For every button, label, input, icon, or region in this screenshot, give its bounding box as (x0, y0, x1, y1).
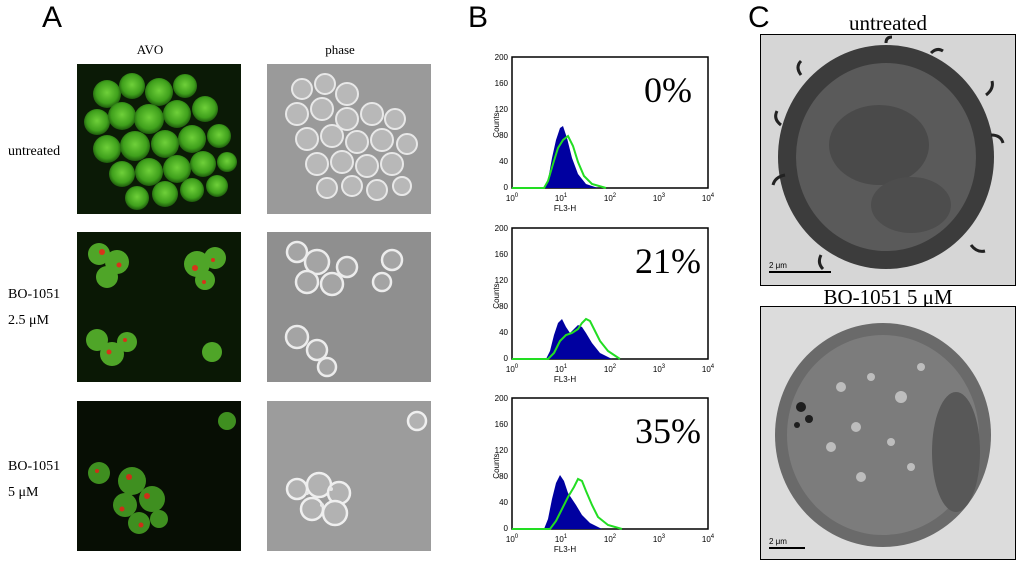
y-tick-labels: 0 40 80 120 160 200 (495, 394, 509, 533)
scale-bar-bo1051-5: 2 μm (769, 537, 809, 551)
phase-image-bo1051-2-5 (267, 232, 431, 382)
svg-text:40: 40 (499, 328, 508, 337)
svg-text:104: 104 (702, 534, 715, 544)
y-tick-labels: 0 40 80 120 160 200 (495, 53, 509, 192)
svg-text:200: 200 (495, 53, 509, 62)
svg-text:103: 103 (653, 534, 666, 544)
svg-text:0: 0 (504, 183, 509, 192)
x-tick-labels: 100 101 102 103 104 (506, 193, 715, 203)
svg-text:102: 102 (604, 364, 617, 374)
panel-b-letter: B (468, 1, 489, 34)
svg-text:120: 120 (495, 276, 509, 285)
column-header-phase: phase (325, 42, 355, 57)
phase-image-bo1051-5 (267, 401, 431, 551)
panel-a-letter: A (42, 1, 63, 34)
svg-text:100: 100 (506, 364, 519, 374)
svg-text:120: 120 (495, 446, 509, 455)
percent-label: 0% (644, 70, 692, 110)
panel-c-letter: C (748, 1, 770, 34)
outline-histogram (512, 317, 621, 360)
avo-image-bo1051-2-5 (77, 232, 241, 382)
svg-text:200: 200 (495, 224, 509, 233)
x-axis-label: FL3-H (554, 545, 576, 554)
svg-text:200: 200 (495, 394, 509, 403)
svg-text:104: 104 (702, 193, 715, 203)
phase-image-untreated (267, 64, 431, 214)
svg-text:80: 80 (499, 302, 508, 311)
svg-text:103: 103 (653, 193, 666, 203)
svg-text:40: 40 (499, 498, 508, 507)
flow-histogram-21: 0 40 80 120 160 200 Counts 100 101 102 1… (468, 211, 730, 389)
avo-image-bo1051-5 (77, 401, 241, 551)
svg-text:103: 103 (653, 364, 666, 374)
svg-text:101: 101 (555, 364, 568, 374)
em-image-untreated: 2 μm (760, 34, 1016, 286)
svg-text:40: 40 (499, 157, 508, 166)
x-tick-labels: 100 101 102 103 104 (506, 364, 715, 374)
y-axis-label: Counts (492, 112, 501, 137)
svg-text:80: 80 (499, 472, 508, 481)
svg-text:102: 102 (604, 534, 617, 544)
x-axis-label: FL3-H (554, 204, 576, 213)
column-header-avo: AVO (136, 42, 164, 57)
y-tick-labels: 0 40 80 120 160 200 (495, 224, 509, 363)
flow-histogram-35: 0 40 80 120 160 200 Counts 100 101 102 1… (468, 381, 730, 559)
svg-text:0: 0 (504, 354, 509, 363)
em-title-untreated: untreated (848, 11, 928, 35)
svg-text:101: 101 (555, 534, 568, 544)
svg-text:160: 160 (495, 250, 509, 259)
row-label-bo1051-5: BO-1051 5 μM (8, 459, 61, 500)
avo-image-untreated (77, 64, 241, 214)
svg-text:102: 102 (604, 193, 617, 203)
em-image-bo1051-5: 2 μm (760, 306, 1016, 560)
y-axis-label: Counts (492, 453, 501, 478)
svg-text:101: 101 (555, 193, 568, 203)
y-axis-label: Counts (492, 283, 501, 308)
svg-text:104: 104 (702, 364, 715, 374)
em-title-bo1051-5: BO-1051 5 μM (823, 285, 953, 309)
outline-histogram (512, 477, 623, 530)
svg-text:100: 100 (506, 534, 519, 544)
svg-text:160: 160 (495, 79, 509, 88)
x-axis-label: FL3-H (554, 375, 576, 384)
percent-label: 21% (635, 241, 701, 281)
svg-text:0: 0 (504, 524, 509, 533)
filled-histogram (512, 475, 602, 529)
percent-label: 35% (635, 411, 701, 451)
outline-histogram (512, 134, 607, 189)
x-tick-labels: 100 101 102 103 104 (506, 534, 715, 544)
row-label-bo1051-2-5: BO-1051 2.5 μM (8, 287, 61, 328)
scale-bar-untreated: 2 μm (769, 261, 835, 275)
svg-text:80: 80 (499, 131, 508, 140)
svg-text:160: 160 (495, 420, 509, 429)
flow-histogram-0: 0 40 80 120 160 200 Counts 100 101 102 1… (468, 40, 730, 218)
svg-text:120: 120 (495, 105, 509, 114)
row-label-untreated: untreated (8, 144, 61, 159)
svg-text:100: 100 (506, 193, 519, 203)
